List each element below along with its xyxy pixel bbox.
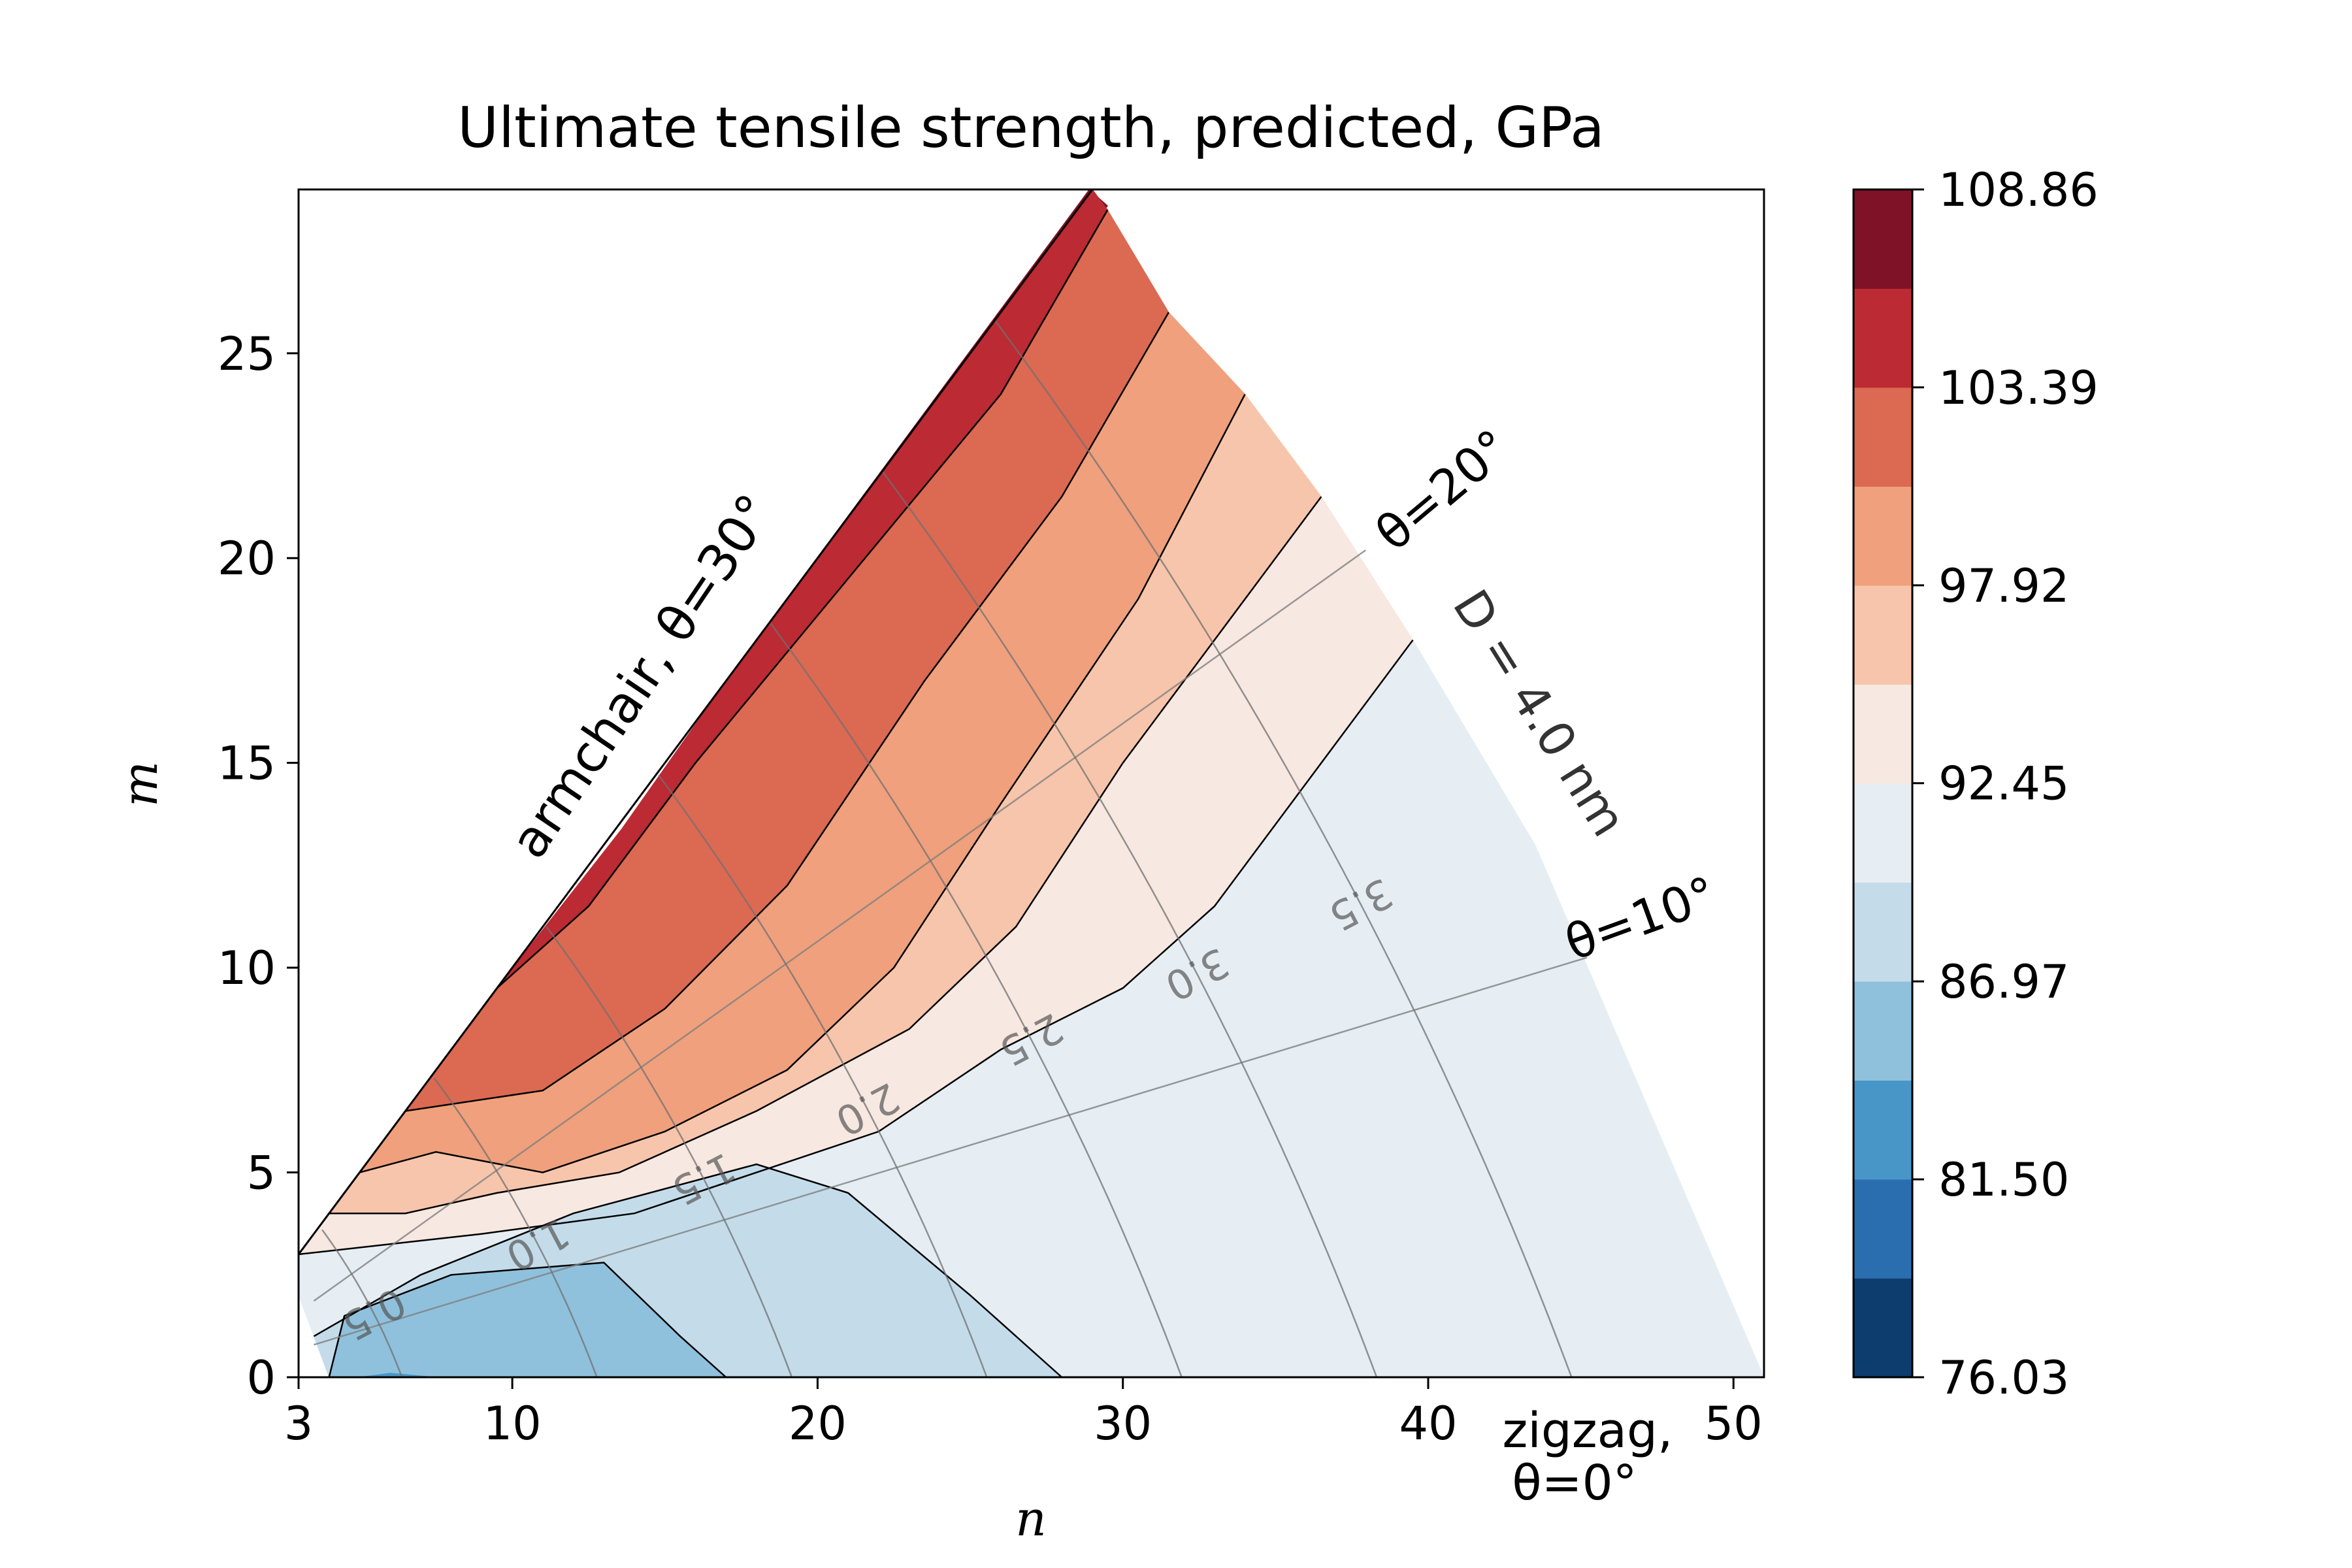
chiral-angle-line [313,549,1366,1302]
colorbar-band [1854,882,1912,982]
diameter-isoline [770,623,1183,1378]
diameter-isoline [882,471,1378,1378]
contour-line [496,209,1109,989]
y-tick-label: 10 [218,941,276,995]
x-tick-label: 30 [1094,1397,1152,1450]
x-tick-label: 40 [1399,1397,1457,1450]
colorbar-tick-label: 81.50 [1938,1153,2069,1207]
zigzag-theta-label: θ=0° [1512,1455,1637,1511]
colorbar-band [1854,585,1912,685]
colorbar-band [1854,1080,1912,1180]
colorbar-tick-label: 103.39 [1938,361,2099,415]
filled-contour-regions [297,189,1765,1378]
theta20-label: θ=20° [1365,419,1521,562]
y-axis-label: m [112,761,169,807]
colorbar-band [1854,486,1912,586]
x-tick-label: 3 [284,1397,314,1450]
theta10-label: θ=10° [1558,866,1723,972]
colorbar-band [1854,1278,1912,1378]
domain-outline [297,189,1094,1255]
x-axis-label: n [1015,1491,1047,1547]
colorbar-band [1854,783,1912,883]
x-tick-label: 10 [483,1397,542,1450]
y-tick-label: 25 [218,327,276,381]
contour-line [359,393,1246,1173]
colorbar-band [1854,684,1912,784]
colorbar-tick-label: 97.92 [1938,559,2069,613]
chart-title: Ultimate tensile strength, predicted, GP… [457,95,1605,161]
diameter-isoline [994,319,1573,1378]
contour-line [313,1163,1063,1378]
y-tick-label: 5 [246,1147,276,1200]
zigzag-label: zigzag, [1502,1403,1673,1459]
axes-frame [297,188,1765,1379]
contour-line [298,639,1414,1256]
colorbar-tick-label: 76.03 [1938,1351,2069,1405]
colorbar-band [1854,981,1912,1081]
y-tick-label: 0 [246,1351,276,1405]
contour-lines [298,209,1414,1378]
colorbar-tick-label: 108.86 [1938,163,2099,217]
y-tick-label: 20 [218,532,276,585]
colorbar-bands [1854,189,1912,1378]
x-axis-ticks: 3 10 20 30 40 50 [284,1377,1763,1450]
chiral-angle-lines [313,549,1588,1346]
colorbar-ticks: 76.03 81.50 86.97 92.45 97.92 103.39 108.86 [1912,163,2099,1405]
colorbar-band [1854,189,1912,289]
diameter-isoline [433,1077,598,1378]
diameter-isoline [321,1229,403,1378]
plot-area: 0.51.01.52.02.53.03.5 [297,189,1765,1378]
colorbar-tick-label: 86.97 [1938,955,2069,1009]
diameter-isoline [546,926,793,1378]
x-tick-label: 20 [789,1397,847,1450]
contour-line [405,312,1169,1112]
x-tick-label: 50 [1705,1397,1763,1450]
colorbar-band [1854,387,1912,487]
colorbar-band [1854,288,1912,388]
contour-line [328,1262,727,1378]
colorbar-band [1854,1179,1912,1279]
colorbar: 76.03 81.50 86.97 92.45 97.92 103.39 108.86 [1852,163,2099,1405]
colorbar-tick-label: 92.45 [1938,757,2069,811]
diameter-isoline [658,774,988,1378]
y-axis-ticks: 0 5 10 15 20 25 [218,327,299,1405]
y-tick-label: 15 [218,737,276,791]
chiral-angle-line [314,956,1588,1346]
